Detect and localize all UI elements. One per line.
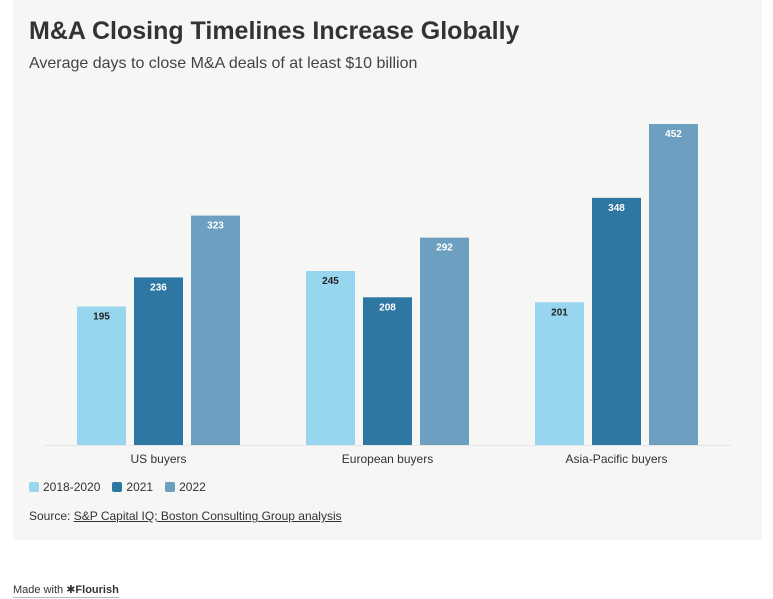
chart-subtitle: Average days to close M&A deals of at le… [29,55,418,72]
bar-2021-us-buyers[interactable] [134,277,183,445]
source-prefix: Source: [29,509,74,523]
data-label: 452 [665,129,682,140]
credit-prefix: Made with [13,584,67,596]
data-label: 236 [150,282,167,293]
data-label: 201 [551,307,568,318]
bar-2022-european-buyers[interactable] [420,237,469,445]
bar-2022-us-buyers[interactable] [191,215,240,445]
bar-2018-2020-us-buyers[interactable] [77,306,126,445]
bar-2022-asia-pacific-buyers[interactable] [649,124,698,445]
legend-label: 2021 [126,480,154,494]
legend-item[interactable]: 2022 [165,480,206,494]
legend: 2018-2020 2021 2022 [29,480,218,494]
bar-2018-2020-european-buyers[interactable] [306,271,355,445]
data-label: 245 [322,276,339,287]
source-note: Source: S&P Capital IQ; Boston Consultin… [29,509,342,523]
data-label: 348 [608,203,625,214]
legend-item[interactable]: 2021 [112,480,153,494]
x-tick-label: Asia-Pacific buyers [565,452,667,466]
chart-title: M&A Closing Timelines Increase Globally [29,17,520,45]
legend-swatch [165,482,176,492]
legend-label: 2018-2020 [43,480,101,494]
flourish-logo: ✱Flourish [66,584,119,596]
x-tick-label: US buyers [130,452,186,466]
flourish-credit[interactable]: Made with ✱Flourish [13,583,119,598]
data-label: 208 [379,302,396,313]
legend-label: 2022 [179,480,206,494]
bar-2021-asia-pacific-buyers[interactable] [592,197,641,445]
data-label: 323 [207,221,224,232]
legend-swatch [29,482,39,492]
x-tick-label: European buyers [342,452,433,466]
data-label: 195 [93,312,110,323]
bar-2021-european-buyers[interactable] [363,297,412,445]
legend-swatch [112,482,123,492]
legend-item[interactable]: 2018-2020 [29,480,100,494]
bar-2018-2020-asia-pacific-buyers[interactable] [535,302,584,445]
data-label: 292 [436,243,453,254]
source-link[interactable]: S&P Capital IQ; Boston Consulting Group … [73,509,342,523]
